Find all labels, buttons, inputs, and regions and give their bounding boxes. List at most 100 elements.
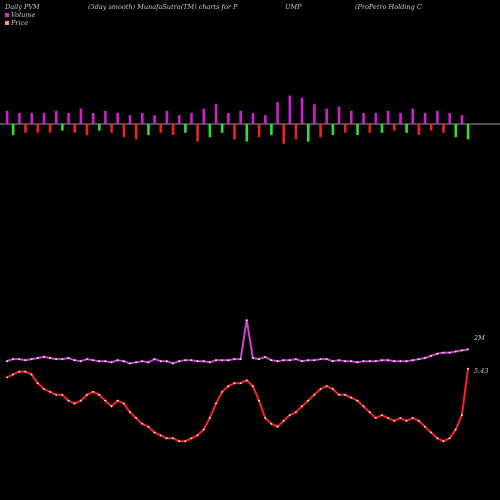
volume-bar <box>245 124 249 142</box>
legend-volume-swatch <box>5 13 9 17</box>
price-line-point <box>227 385 230 387</box>
volume-bar <box>61 124 64 131</box>
volume-bar <box>36 124 40 133</box>
volume-line-point <box>245 319 248 322</box>
volume-bar <box>190 113 193 124</box>
volume-bar <box>343 124 347 133</box>
legend-price-swatch <box>5 21 9 25</box>
volume-bar <box>153 115 156 124</box>
legend-price-label: Price <box>11 19 29 27</box>
volume-line-point <box>92 359 94 362</box>
volume-line-point <box>172 362 174 365</box>
volume-bar <box>42 113 46 124</box>
volume-bar <box>147 124 150 135</box>
volume-bar <box>436 110 439 124</box>
volume-bar <box>184 124 187 133</box>
volume-bar <box>270 124 273 135</box>
volume-bar <box>220 124 224 133</box>
volume-bar <box>300 97 304 124</box>
volume-line-point <box>288 359 291 362</box>
volume-bar <box>98 124 101 131</box>
price-line-point <box>18 370 21 373</box>
volume-bar <box>251 113 255 124</box>
volume-line-point <box>110 361 113 364</box>
volume-line-point <box>208 361 211 364</box>
volume-line-point <box>30 358 33 360</box>
volume-bar <box>319 124 322 138</box>
price-line-point <box>6 376 8 379</box>
volume-line-point <box>307 359 310 362</box>
header-part-3: UMP <box>285 3 302 11</box>
volume-bar <box>429 124 433 131</box>
volume-line-point <box>12 358 15 360</box>
volume-bar <box>177 115 181 124</box>
volume-line-point <box>73 359 76 362</box>
volume-bar <box>380 124 384 133</box>
price-line-point <box>79 399 82 402</box>
volume-bar <box>239 110 242 124</box>
volume-line-point <box>178 360 181 363</box>
volume-bar <box>454 124 458 138</box>
volume-line-point <box>313 359 316 362</box>
price-line-point <box>184 440 187 443</box>
price-line-point <box>135 417 138 419</box>
price-line-point <box>104 399 107 402</box>
price-line-point <box>405 420 408 422</box>
price-line-point <box>202 428 205 431</box>
price-line-point <box>430 431 432 434</box>
price-line-point <box>374 417 377 419</box>
volume-line-point <box>221 359 224 362</box>
volume-bar <box>165 110 169 124</box>
volume-bar <box>264 115 267 124</box>
volume-line-point <box>436 352 439 355</box>
volume-bar <box>417 124 421 135</box>
legend-price: Price <box>5 19 28 27</box>
volume-line-point <box>411 359 414 362</box>
volume-line-point <box>368 360 371 363</box>
volume-line-point <box>331 360 334 363</box>
volume-bar <box>73 124 76 133</box>
volume-bar <box>374 113 378 124</box>
price-line-point <box>43 388 45 390</box>
volume-bar <box>134 124 138 140</box>
price-line-point <box>36 382 39 385</box>
volume-bar <box>122 124 126 138</box>
volume-line-point <box>129 362 131 365</box>
price-line-point <box>356 399 359 402</box>
price-line-point <box>86 393 88 396</box>
price-line-point <box>165 437 168 440</box>
volume-bar <box>18 113 21 124</box>
price-line-point <box>239 382 242 385</box>
price-line-point <box>362 405 365 408</box>
price-line-point <box>55 393 58 396</box>
volume-line-point <box>227 359 230 362</box>
volume-bar <box>325 108 328 124</box>
price-line-point <box>110 405 113 408</box>
volume-line-point <box>424 357 426 359</box>
price-line-point <box>61 393 64 396</box>
volume-bar <box>356 124 359 135</box>
volume-bar <box>141 113 144 124</box>
price-line-point <box>288 414 291 416</box>
volume-line-point <box>55 358 58 360</box>
volume-bar <box>79 108 83 124</box>
price-line-point <box>190 437 193 440</box>
price-line-point <box>67 399 70 402</box>
volume-bar <box>85 124 89 135</box>
price-line-point <box>270 422 273 425</box>
volume-bar <box>128 115 132 124</box>
volume-line-point <box>417 358 420 360</box>
volume-bar <box>460 115 464 124</box>
volume-line-point <box>399 360 402 363</box>
price-line-point <box>12 373 15 376</box>
volume-bar <box>110 124 113 133</box>
volume-line-point <box>6 360 8 363</box>
volume-bar <box>171 124 175 135</box>
header-part-1: Daily PVM <box>5 3 40 11</box>
volume-line-point <box>461 349 463 352</box>
volume-bar <box>116 113 119 124</box>
volume-line-point <box>239 358 242 360</box>
price-line-point <box>252 385 254 387</box>
price-line-point <box>387 417 389 419</box>
